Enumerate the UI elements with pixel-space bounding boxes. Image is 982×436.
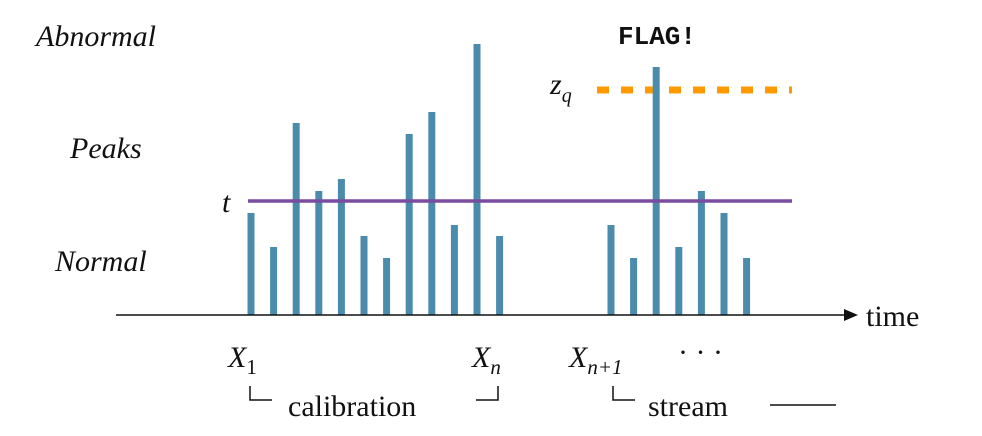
stream-bracket-left xyxy=(612,386,635,401)
stream-bar-3 xyxy=(652,67,660,315)
ellipsis: · · · xyxy=(678,336,723,369)
calibration-bar-6 xyxy=(360,236,368,315)
stream-bar-2 xyxy=(630,258,638,315)
calibration-bar-7 xyxy=(383,258,391,315)
quantile-label: zq xyxy=(549,68,572,107)
axis-arrowhead-icon xyxy=(844,309,858,321)
threshold-label: t xyxy=(222,186,231,219)
stream-bar-5 xyxy=(697,191,705,315)
calibration-bar-1 xyxy=(247,213,255,315)
bars xyxy=(247,44,751,315)
quantile-sub: q xyxy=(562,85,572,107)
normal-label: Normal xyxy=(54,245,147,278)
calibration-bracket-left xyxy=(249,386,272,401)
xn1-label: Xn+1 xyxy=(568,341,623,379)
calibration-bar-8 xyxy=(405,134,413,315)
calibration-bar-10 xyxy=(450,225,458,315)
flag-label: FLAG! xyxy=(618,22,696,52)
quantile-z: z xyxy=(549,68,562,101)
stream-bar-1 xyxy=(607,225,615,315)
calibration-bar-3 xyxy=(292,123,300,315)
x1-label: X1 xyxy=(227,341,257,379)
stream-bar-6 xyxy=(720,213,728,315)
xn-label: Xn xyxy=(471,341,501,379)
abnormal-label: Abnormal xyxy=(34,20,156,53)
calibration-bar-11 xyxy=(473,44,481,315)
calibration-label: calibration xyxy=(288,390,416,423)
calibration-bar-5 xyxy=(337,179,345,315)
peaks-label: Peaks xyxy=(69,132,142,165)
calibration-bar-2 xyxy=(270,247,278,315)
stream-bar-4 xyxy=(675,247,683,315)
calibration-bar-9 xyxy=(428,112,436,315)
axis-label: time xyxy=(866,300,919,333)
stream-label: stream xyxy=(648,390,728,423)
stream-bar-7 xyxy=(743,258,751,315)
calibration-bracket-right xyxy=(476,386,499,401)
calibration-bar-4 xyxy=(315,191,323,315)
calibration-bar-12 xyxy=(496,236,504,315)
